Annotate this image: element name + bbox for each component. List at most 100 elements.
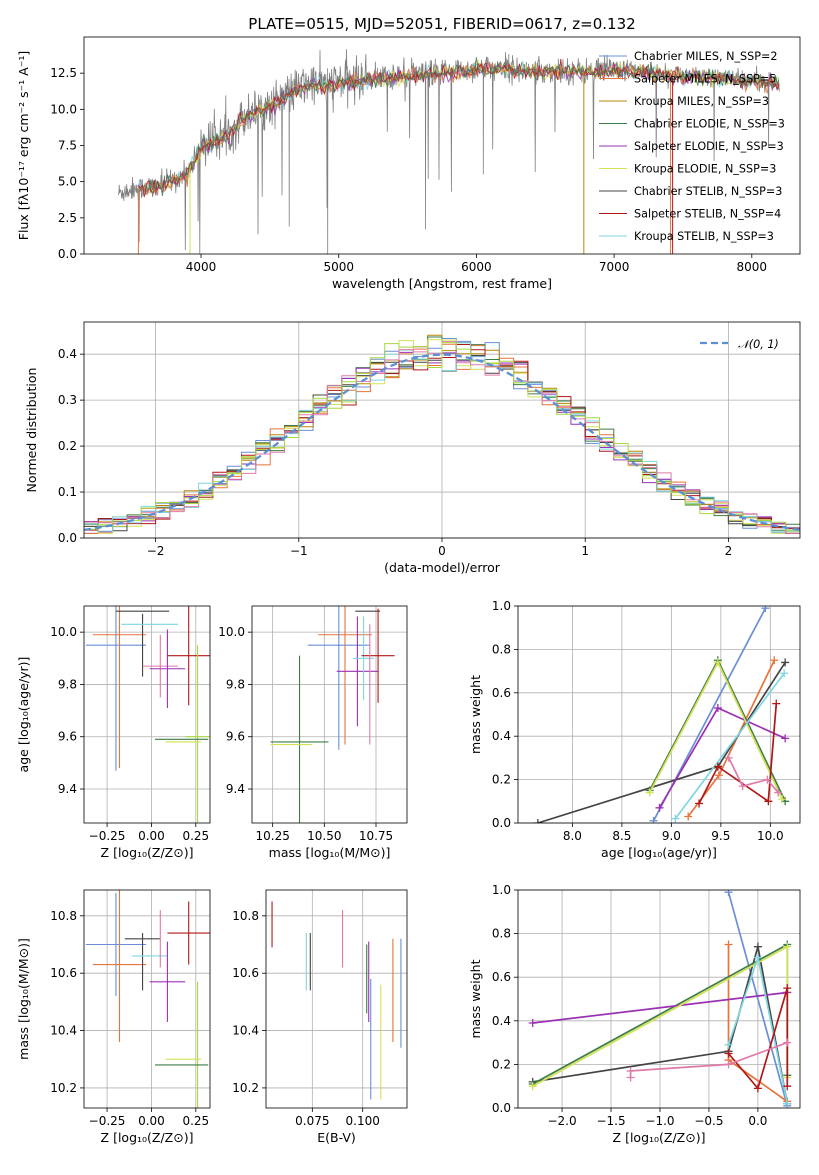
y-tick-label: 10.4 [232,1024,259,1038]
x-tick-label: 0.100 [346,1114,380,1128]
x-axis-label: (data-model)/error [384,560,501,575]
gaussian-curve [84,353,800,532]
plot-area [533,606,790,823]
weight-marker [655,803,664,812]
x-tick-label: 0.0 [748,1114,767,1128]
model-spectrum [137,57,780,197]
weight-marker [724,940,733,949]
legend-entry: 𝒩(0, 1) [738,338,779,351]
legend: Chabrier MILES, N_SSP=2 Salpeter MILES, N… [599,50,785,243]
x-tick-label: 9.0 [662,829,681,843]
y-tick-label: 9.4 [58,782,77,796]
x-tick-label: 8.0 [563,829,582,843]
y-tick-label: 0.0 [58,531,77,545]
y-tick-label: 10.2 [232,1081,259,1095]
x-tick-label: −2.0 [547,1114,576,1128]
y-tick-label: 0.4 [58,347,77,361]
plot-area [85,890,210,1108]
y-tick-label: 2.5 [58,211,77,225]
y-tick-label: 0.8 [492,927,511,941]
x-tick-label: −0.25 [89,829,126,843]
x-tick-label: 8000 [737,260,768,274]
axes-frame [83,605,211,824]
weight-marker [783,1099,792,1108]
residual-histogram [84,342,800,531]
grid-lines [252,606,407,823]
weight-marker [649,816,658,823]
weight-marker [783,984,792,993]
model-spectrum [137,61,780,195]
x-tick-label: 10.75 [359,829,393,843]
weight-marker [724,1049,733,1058]
y-tick-label: 0.6 [492,970,511,984]
y-tick-label: 0.1 [58,485,77,499]
plot-area [118,49,780,254]
weight-marker [684,812,693,821]
x-tick-label: 2 [725,544,733,558]
panel-residuals: −2 −1 0 1 2 0.0 0.1 0.2 0.3 0.4 (data-model)/error… [24,321,801,575]
y-tick-label: 0.4 [492,1014,511,1028]
grid-lines [518,605,800,824]
x-axis-label: Z [log₁₀(Z/Z⊙)] [613,1130,706,1145]
x-tick-label: 10.0 [757,829,784,843]
weight-marker [713,762,722,771]
weight-series-line [658,706,786,809]
x-tick-label: 9.5 [711,829,730,843]
weight-marker [783,942,792,951]
legend-entry: Chabrier STELIB, N_SSP=3 [634,185,782,198]
y-axis-label: mass weight [468,675,483,754]
y-axis-label: age [log₁₀(age/yr)] [16,657,31,773]
x-axis-label: age [log₁₀(age/yr)] [601,845,717,860]
weight-marker [724,1060,733,1069]
legend-entry: Salpeter STELIB, N_SSP=4 [634,208,781,221]
panel-mass_vs_ebv: 0.075 0.100 10.2 10.4 10.6 10.8 E(B-V) [232,889,408,1145]
weight-marker [781,734,790,743]
y-tick-label: 10.2 [50,1081,77,1095]
x-tick-label: 0.00 [138,829,165,843]
weight-marker [724,753,733,762]
grid-lines [266,890,407,1108]
y-tick-label: 9.4 [226,782,245,796]
x-tick-label: −1.0 [645,1114,674,1128]
axes-frame [265,889,408,1109]
y-tick-label: 0.0 [58,247,77,261]
weight-marker [781,658,790,667]
x-tick-label: 0 [438,544,446,558]
axes-frame [517,889,801,1109]
weight-marker [724,890,733,897]
weight-marker [763,775,772,784]
legend-entry: Kroupa MILES, N_SSP=3 [634,95,769,108]
panel-age_vs_mass: 10.25 10.50 10.75 9.4 9.6 9.8 10.0 mass [log₁₀(… [218,605,408,860]
plot-area [85,606,210,823]
legend-entry: Chabrier MILES, N_SSP=2 [634,50,777,63]
legend-entry: Kroupa ELODIE, N_SSP=3 [634,163,776,176]
weight-marker [764,797,773,806]
legend-entry: Salpeter MILES, N_SSP=5 [634,73,776,86]
y-tick-label: 9.6 [58,730,77,744]
weight-marker [774,788,783,797]
weight-series-line [727,987,789,1091]
y-axis-label: Flux [fλ10⁻¹⁷ erg cm⁻² s⁻¹ A⁻¹] [16,51,31,240]
x-tick-label: 1 [581,544,589,558]
y-tick-label: 0.2 [492,773,511,787]
residual-histogram [84,339,800,534]
weight-marker [738,782,747,791]
y-axis-label: Normed distribution [24,368,39,493]
y-tick-label: 0.4 [492,729,511,743]
panel-mass_vs_Z: −0.25 0.00 0.25 10.2 10.4 10.6 10.8 Z [log₁₀(Z/… [16,889,211,1145]
y-tick-label: 0.8 [492,642,511,656]
x-tick-label: 6000 [461,260,492,274]
y-tick-label: 0.6 [492,686,511,700]
plot-area [271,901,402,1100]
weight-marker [753,953,762,962]
y-tick-label: 0.2 [58,439,77,453]
x-tick-label: −1.5 [596,1114,625,1128]
axes-frame [251,605,408,824]
weight-marker [780,669,789,678]
weight-marker [714,771,723,780]
y-tick-label: 0.0 [492,1101,511,1115]
x-tick-label: 5000 [323,260,354,274]
x-axis-label: Z [log₁₀(Z/Z⊙)] [101,1130,194,1145]
y-tick-label: 10.6 [50,966,77,980]
